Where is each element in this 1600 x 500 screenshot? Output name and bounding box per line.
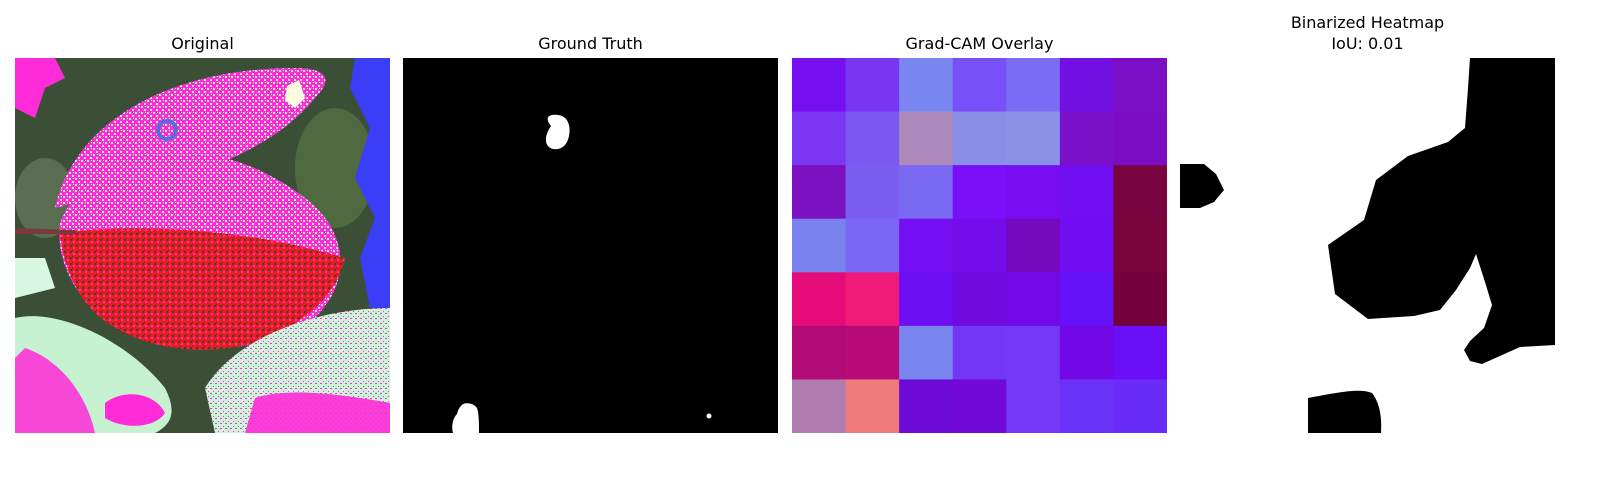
- gradcam-cell-r0-c3: [952, 58, 1007, 113]
- gradcam-cell-r4-c2: [899, 272, 954, 327]
- gradcam-cell-r3-c4: [1006, 218, 1061, 273]
- gradcam-cell-r2-c3: [952, 165, 1007, 220]
- gradcam-cell-r3-c5: [1059, 218, 1114, 273]
- gradcam-cell-r2-c1: [845, 165, 900, 220]
- gradcam-cell-r0-c5: [1059, 58, 1114, 113]
- gradcam-cell-r6-c5: [1059, 379, 1114, 433]
- gradcam-cell-r1-c4: [1006, 111, 1061, 166]
- panel-title-gradcam-overlay: Grad-CAM Overlay: [905, 34, 1054, 53]
- gradcam-cell-r1-c5: [1059, 111, 1114, 166]
- panel-title-ground-truth: Ground Truth: [538, 34, 643, 53]
- gradcam-cell-r5-c2: [899, 325, 954, 380]
- gradcam-cell-r4-c0: [792, 272, 847, 327]
- gradcam-cell-r4-c4: [1006, 272, 1061, 327]
- panel-title-original: Original: [171, 34, 234, 53]
- gradcam-cell-r1-c1: [845, 111, 900, 166]
- gradcam-cell-r6-c1: [845, 379, 900, 433]
- gradcam-cell-r5-c1: [845, 325, 900, 380]
- gradcam-cell-r0-c2: [899, 58, 954, 113]
- gradcam-cell-r0-c1: [845, 58, 900, 113]
- ground-truth-mask: [403, 58, 778, 433]
- gradcam-cell-r5-c6: [1113, 325, 1167, 380]
- gradcam-cell-r4-c6: [1113, 272, 1167, 327]
- gradcam-cell-r3-c3: [952, 218, 1007, 273]
- gradcam-cell-r6-c3: [952, 379, 1007, 433]
- gradcam-cell-r2-c6: [1113, 165, 1167, 220]
- gradcam-cell-r4-c5: [1059, 272, 1114, 327]
- panel-title-binarized-heatmap: Binarized Heatmap: [1290, 13, 1445, 32]
- gradcam-cell-r1-c6: [1113, 111, 1167, 166]
- gradcam-cell-r0-c4: [1006, 58, 1061, 113]
- original-leaf-image: [15, 58, 390, 433]
- gradcam-cell-r3-c6: [1113, 218, 1167, 273]
- gradcam-cell-r5-c4: [1006, 325, 1061, 380]
- gradcam-cell-r4-c1: [845, 272, 900, 327]
- gradcam-cell-r1-c3: [952, 111, 1007, 166]
- gradcam-cell-r6-c0: [792, 379, 847, 433]
- gradcam-cell-r6-c6: [1113, 379, 1167, 433]
- panel-gradcam-overlay: Grad-CAM Overlay: [792, 0, 1167, 500]
- gradcam-cell-r5-c0: [792, 325, 847, 380]
- gradcam-cell-r0-c0: [792, 58, 847, 113]
- gradcam-cell-r5-c3: [952, 325, 1007, 380]
- gradcam-cell-r2-c4: [1006, 165, 1061, 220]
- panel-original: Original: [15, 0, 390, 500]
- gradcam-cell-r5-c5: [1059, 325, 1114, 380]
- gradcam-cell-r2-c5: [1059, 165, 1114, 220]
- gradcam-cell-r6-c2: [899, 379, 954, 433]
- gradcam-cell-r0-c6: [1113, 58, 1167, 113]
- gradcam-cell-r3-c1: [845, 218, 900, 273]
- panel-iou-label: IoU: 0.01: [1331, 34, 1404, 53]
- gradcam-cell-r3-c0: [792, 218, 847, 273]
- gradcam-cell-r2-c2: [899, 165, 954, 220]
- gradcam-cell-r1-c2: [899, 111, 954, 166]
- gradcam-cell-r3-c2: [899, 218, 954, 273]
- binarized-heatmap-mask: [1180, 58, 1555, 433]
- gradcam-heatmap-grid: [792, 58, 1167, 433]
- gradcam-cell-r4-c3: [952, 272, 1007, 327]
- panel-ground-truth: Ground Truth: [403, 0, 778, 500]
- gradcam-cell-r1-c0: [792, 111, 847, 166]
- gradcam-cell-r2-c0: [792, 165, 847, 220]
- gradcam-cell-r6-c4: [1006, 379, 1061, 433]
- panel-binarized-heatmap: Binarized Heatmap IoU: 0.01: [1180, 0, 1555, 500]
